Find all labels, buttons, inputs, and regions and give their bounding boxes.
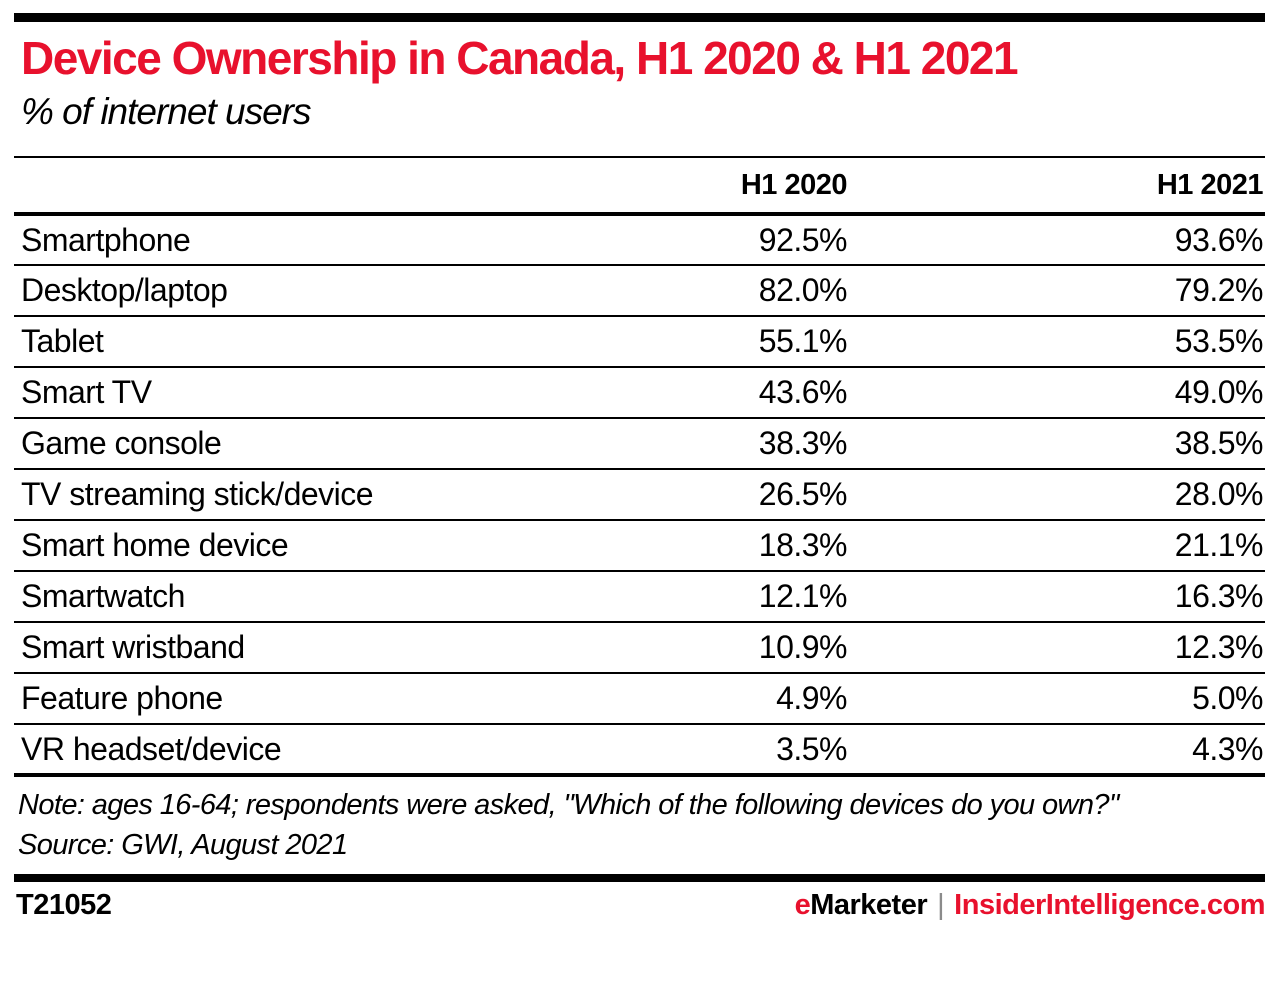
table-row: Smart home device 18.3% 21.1%	[14, 520, 1265, 572]
chart-note: Note: ages 16-64; respondents were asked…	[18, 789, 1119, 822]
table-row: Tablet 55.1% 53.5%	[14, 316, 1265, 368]
value-h1-2021: 79.2%	[1174, 272, 1264, 309]
chart-subtitle: % of internet users	[21, 90, 311, 132]
chart-page: Device Ownership in Canada, H1 2020 & H1…	[14, 13, 1265, 922]
table-row: Game console 38.3% 38.5%	[14, 418, 1265, 470]
footer: T21052 eMarketer | InsiderIntelligence.com	[14, 889, 1265, 922]
value-h1-2021: 12.3%	[1174, 629, 1264, 666]
bottom-accent-bar	[14, 874, 1265, 883]
device-table-body: Smartphone 92.5% 93.6% Desktop/laptop 82…	[14, 214, 1265, 776]
row-label: Smart TV	[21, 374, 152, 411]
notes-block: Note: ages 16-64; respondents were asked…	[14, 786, 1154, 865]
value-h1-2021: 93.6%	[1174, 221, 1264, 258]
table-row: Smartphone 92.5% 93.6%	[14, 214, 1265, 266]
row-label: Tablet	[21, 323, 104, 360]
value-h1-2020: 55.1%	[758, 323, 848, 360]
row-label: Feature phone	[21, 680, 223, 717]
row-label: Smart home device	[21, 527, 289, 564]
value-h1-2021: 4.3%	[1192, 730, 1263, 767]
brand-lockup: eMarketer | InsiderIntelligence.com	[794, 889, 1266, 922]
value-h1-2020: 3.5%	[776, 730, 847, 767]
row-label: Desktop/laptop	[21, 272, 228, 309]
value-h1-2021: 16.3%	[1174, 578, 1264, 615]
value-h1-2020: 43.6%	[758, 374, 848, 411]
brand-emarketer-rest: Marketer	[810, 889, 928, 922]
table-header-h1-2020: H1 2020	[740, 168, 848, 201]
value-h1-2021: 49.0%	[1174, 374, 1264, 411]
row-label: Smartwatch	[21, 578, 185, 615]
table-row: Desktop/laptop 82.0% 79.2%	[14, 265, 1265, 317]
table-header-h1-2021: H1 2021	[1156, 168, 1264, 201]
row-label: Game console	[21, 425, 222, 462]
chart-source: Source: GWI, August 2021	[18, 828, 348, 861]
brand-emarketer-e: e	[794, 889, 811, 922]
value-h1-2020: 10.9%	[758, 629, 848, 666]
table-row: Smartwatch 12.1% 16.3%	[14, 571, 1265, 623]
table-header-blank	[14, 157, 604, 214]
row-label: Smartphone	[21, 221, 191, 258]
value-h1-2021: 5.0%	[1192, 680, 1263, 717]
chart-id: T21052	[16, 889, 112, 922]
value-h1-2020: 92.5%	[758, 221, 848, 258]
chart-title: Device Ownership in Canada, H1 2020 & H1…	[21, 32, 1019, 84]
table-row: VR headset/device 3.5% 4.3%	[14, 724, 1265, 776]
table-header-row: H1 2020 H1 2021	[14, 157, 1265, 215]
value-h1-2020: 38.3%	[758, 425, 848, 462]
value-h1-2021: 38.5%	[1174, 425, 1264, 462]
value-h1-2020: 26.5%	[758, 476, 848, 513]
table-row: Smart wristband 10.9% 12.3%	[14, 622, 1265, 674]
table-header: H1 2020 H1 2021	[14, 157, 1265, 215]
row-label: Smart wristband	[21, 629, 245, 666]
brand-separator: |	[937, 889, 945, 922]
top-accent-bar	[14, 13, 1265, 22]
value-h1-2020: 12.1%	[758, 578, 848, 615]
value-h1-2021: 28.0%	[1174, 476, 1264, 513]
value-h1-2021: 21.1%	[1174, 527, 1264, 564]
row-label: VR headset/device	[21, 730, 282, 767]
value-h1-2021: 53.5%	[1174, 323, 1264, 360]
table-row: TV streaming stick/device 26.5% 28.0%	[14, 469, 1265, 521]
row-label: TV streaming stick/device	[21, 476, 374, 513]
table-row: Smart TV 43.6% 49.0%	[14, 367, 1265, 419]
value-h1-2020: 82.0%	[758, 272, 848, 309]
table-row: Feature phone 4.9% 5.0%	[14, 673, 1265, 725]
value-h1-2020: 18.3%	[758, 527, 848, 564]
brand-site-url: InsiderIntelligence.com	[954, 889, 1265, 922]
value-h1-2020: 4.9%	[776, 680, 847, 717]
device-ownership-table: H1 2020 H1 2021 Smartphone 92.5% 93.6% D…	[14, 156, 1265, 777]
